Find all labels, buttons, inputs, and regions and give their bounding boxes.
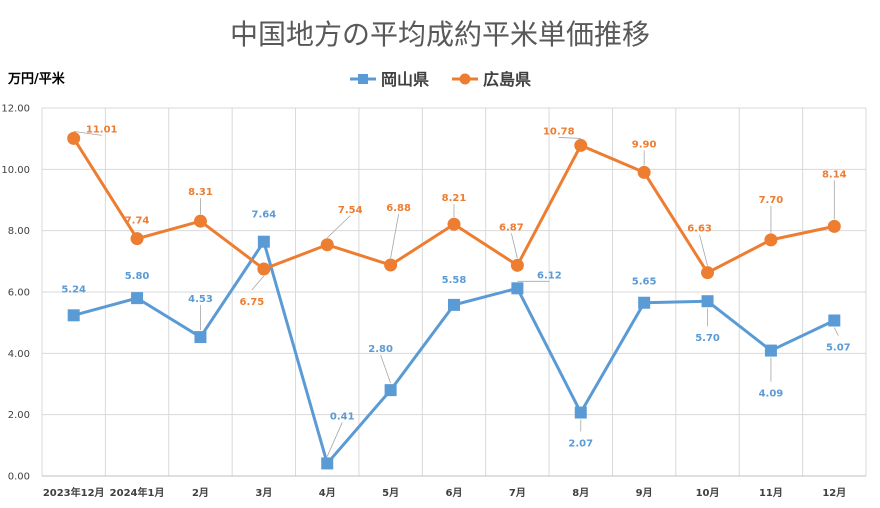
x-tick-label: 2月 (192, 487, 209, 499)
legend-label: 岡山県 (381, 70, 429, 89)
data-point-square (511, 282, 524, 295)
series-markers (67, 131, 841, 280)
x-tick-label: 8月 (572, 487, 589, 499)
data-label: 5.80 (125, 271, 150, 282)
data-labels: 11.01 7.74 8.31 6.75 7.54 6.88 8.21 6.87 10.78 9.… (73, 124, 847, 308)
data-labels: 5.24 5.80 4.53 7.64 0.41 2.80 5.58 6.12 2.07 5.65… (61, 210, 851, 457)
gridlines (41, 107, 867, 477)
data-point-square (384, 384, 397, 397)
data-point-square (194, 331, 207, 344)
data-point-circle (827, 219, 841, 233)
data-label: 8.14 (822, 169, 847, 180)
data-label: 5.07 (826, 343, 851, 354)
data-point-circle (320, 238, 334, 252)
data-point-circle (67, 131, 81, 145)
data-point-circle (574, 138, 588, 152)
data-point-square (67, 309, 80, 322)
data-label: 5.70 (695, 333, 720, 344)
legend-square-marker (358, 74, 368, 84)
data-point-circle (764, 233, 778, 247)
data-point-square (638, 296, 651, 309)
y-tick-label: 12.00 (1, 104, 30, 115)
leader-line (251, 275, 265, 291)
data-point-circle (637, 165, 651, 179)
data-label: 7.70 (759, 195, 784, 206)
data-label: 2.80 (368, 344, 393, 355)
data-point-circle (193, 214, 207, 228)
y-tick-label: 10.00 (1, 165, 30, 176)
data-label: 6.88 (386, 203, 411, 214)
x-tick-label: 11月 (759, 487, 783, 499)
data-label: 6.75 (240, 297, 265, 308)
data-label: 7.54 (338, 205, 363, 216)
y-tick-label: 4.00 (8, 349, 30, 360)
data-point-square (321, 457, 334, 470)
x-tick-label: 4月 (319, 487, 336, 499)
chart-title: 中国地方の平均成約平米単価推移 (230, 18, 650, 51)
x-axis-ticks: 2023年12月 2024年1月 2月 3月 4月 5月 6月 7月 8月 9月 10月 11月 12月 (43, 486, 846, 499)
y-axis-ticks: 0.00 2.00 4.00 6.00 8.00 10.00 12.00 (1, 104, 30, 483)
leader-line (390, 213, 400, 259)
x-tick-label: 9月 (636, 487, 653, 499)
leader-line (510, 233, 518, 259)
data-point-square (448, 298, 460, 311)
data-label: 0.41 (330, 411, 355, 422)
data-label: 7.64 (252, 210, 277, 221)
x-tick-label: 3月 (255, 487, 272, 499)
x-tick-label: 12月 (822, 487, 846, 499)
leader-line (699, 234, 708, 266)
data-point-circle (701, 266, 715, 280)
data-label: 5.58 (442, 275, 467, 286)
leader-line (326, 422, 343, 457)
data-label: 6.63 (687, 224, 712, 235)
legend-label: 広島県 (483, 70, 531, 89)
data-label: 7.74 (125, 216, 150, 227)
data-label: 6.87 (499, 222, 524, 233)
x-tick-label: 5月 (382, 487, 399, 499)
leader-line (833, 327, 839, 336)
leader-line (326, 215, 351, 239)
data-label: 6.12 (537, 270, 562, 281)
y-tick-label: 0.00 (8, 472, 30, 483)
legend: 岡山県 広島県 (350, 70, 531, 89)
data-point-square (574, 406, 587, 419)
data-label: 8.21 (442, 193, 467, 204)
data-label: 2.07 (568, 439, 593, 450)
series-markers (67, 235, 841, 470)
y-tick-label: 6.00 (8, 288, 30, 299)
plot-area: 5.24 5.80 4.53 7.64 0.41 2.80 5.58 6.12 2.07 5.65… (61, 124, 851, 470)
y-tick-label: 8.00 (8, 226, 30, 237)
data-label: 5.24 (61, 284, 86, 295)
data-point-square (828, 314, 841, 327)
data-point-circle (384, 258, 398, 272)
data-point-circle (130, 232, 144, 246)
data-label: 11.01 (86, 124, 118, 135)
leader-line (380, 354, 391, 384)
y-axis-label: 万円/平米 (7, 71, 66, 87)
y-tick-label: 2.00 (8, 410, 30, 421)
x-tick-label: 10月 (696, 487, 720, 499)
data-point-square (257, 235, 270, 248)
x-tick-label: 7月 (509, 487, 526, 499)
data-label: 9.90 (632, 139, 657, 150)
data-point-circle (510, 258, 524, 272)
legend-circle-marker (459, 73, 471, 85)
data-label: 5.65 (632, 277, 657, 288)
leader-line (558, 137, 581, 139)
x-tick-label: 2023年12月 (43, 486, 105, 499)
leader-line (73, 130, 102, 136)
data-label: 4.53 (188, 294, 213, 305)
data-point-square (131, 292, 144, 305)
data-label: 10.78 (543, 126, 575, 137)
data-label: 4.09 (759, 389, 784, 400)
data-point-square (764, 344, 777, 357)
x-tick-label: 2024年1月 (110, 486, 165, 499)
data-label: 8.31 (188, 187, 213, 198)
data-point-square (701, 295, 714, 308)
data-point-circle (257, 262, 271, 276)
x-tick-label: 6月 (446, 487, 463, 499)
data-point-circle (447, 217, 461, 231)
